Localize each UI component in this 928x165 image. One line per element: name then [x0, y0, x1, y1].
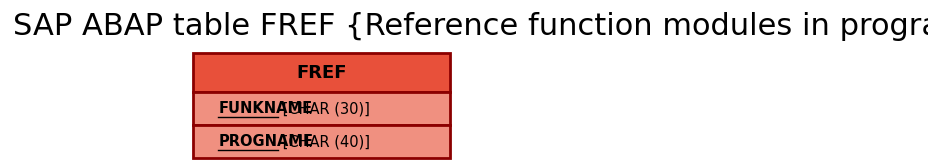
Text: PROGNAME: PROGNAME [218, 134, 313, 149]
Bar [193, 125, 449, 158]
Bar [193, 53, 449, 92]
Text: [CHAR (40)]: [CHAR (40)] [277, 134, 369, 149]
Text: [CHAR (30)]: [CHAR (30)] [277, 101, 369, 116]
Text: SAP ABAP table FREF {Reference function modules in programs}: SAP ABAP table FREF {Reference function … [13, 12, 928, 41]
Text: FREF: FREF [296, 64, 346, 82]
Bar [193, 92, 449, 125]
Text: FUNKNAME: FUNKNAME [218, 101, 312, 116]
